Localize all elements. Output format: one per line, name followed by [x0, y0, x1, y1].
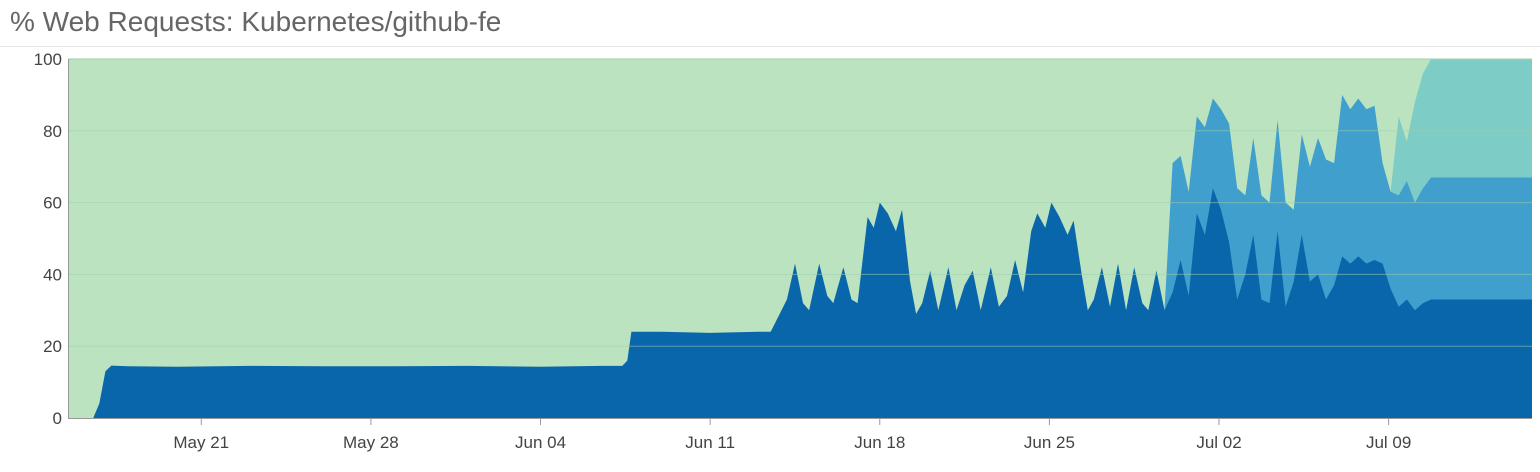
y-tick-label: 80 — [43, 122, 62, 141]
x-tick-label: May 28 — [343, 433, 399, 452]
y-tick-label: 40 — [43, 265, 62, 284]
x-tick-label: Jun 11 — [685, 433, 735, 452]
grid-layer — [68, 58, 1532, 347]
x-tick-label: Jun 18 — [854, 433, 905, 452]
x-tick-label: Jun 04 — [515, 433, 566, 452]
x-tick-label: May 21 — [173, 433, 229, 452]
y-tick-label: 20 — [43, 337, 62, 356]
chart-title: % Web Requests: Kubernetes/github-fe — [10, 6, 502, 37]
axis-layer: 0 20 40 60 80 100 May 21 May 28 Jun 04 Jun 11 Jun … — [34, 50, 1532, 452]
y-tick-label: 100 — [34, 50, 62, 69]
x-tick-label: Jul 09 — [1366, 433, 1411, 452]
series-layer — [93, 59, 1533, 419]
y-tick-label: 60 — [43, 194, 62, 213]
y-tick-label: 0 — [53, 409, 62, 428]
series-area-1 — [93, 188, 1533, 418]
title-divider — [0, 46, 1540, 47]
x-tick-label: Jul 02 — [1196, 433, 1241, 452]
x-tick-label: Jun 25 — [1024, 433, 1075, 452]
